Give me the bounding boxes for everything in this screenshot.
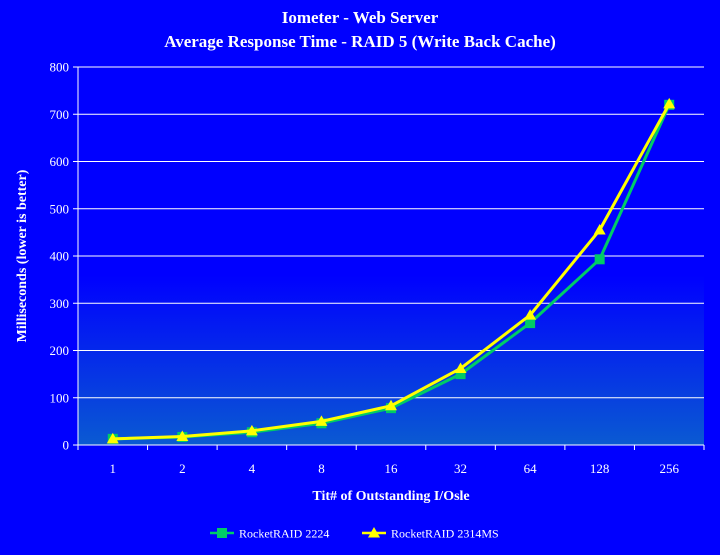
x-tick-label: 16 xyxy=(385,461,399,476)
legend-item: RocketRAID 2314MS xyxy=(362,527,499,541)
data-point xyxy=(663,97,676,109)
y-tick-label: 300 xyxy=(50,296,70,311)
legend-marker xyxy=(368,527,380,538)
x-tick-label: 8 xyxy=(318,461,325,476)
series xyxy=(106,97,676,444)
data-point xyxy=(525,318,536,329)
x-tick-label: 1 xyxy=(110,461,117,476)
data-point xyxy=(385,399,397,411)
y-axis-title: Milliseconds (lower is better) xyxy=(15,169,30,342)
y-tick-label: 200 xyxy=(50,343,70,358)
chart-subtitle: Average Response Time - RAID 5 (Write Ba… xyxy=(164,32,556,51)
data-point xyxy=(594,254,605,265)
y-tick-label: 100 xyxy=(50,390,70,405)
x-tick-label: 32 xyxy=(454,461,467,476)
x-tick-label: 64 xyxy=(524,461,538,476)
data-point xyxy=(524,309,537,320)
legend: RocketRAID 2224 RocketRAID 2314MS xyxy=(210,527,499,541)
x-axis-title: Tit# of Outstanding I/Osle xyxy=(312,489,469,504)
y-tick-label: 800 xyxy=(50,60,70,75)
tick-labels: 0 100 200 300 400 500 600 700 800 1 2 4 8 16 32 64 128 25… xyxy=(50,60,680,477)
y-tick-label: 700 xyxy=(50,107,70,122)
x-tick-label: 256 xyxy=(659,461,679,476)
data-point xyxy=(593,224,606,235)
y-tick-label: 0 xyxy=(63,438,70,453)
legend-label: RocketRAID 2314MS xyxy=(391,527,499,541)
x-tick-label: 128 xyxy=(590,461,610,476)
data-point xyxy=(176,430,189,441)
y-tick-label: 500 xyxy=(50,201,70,216)
grid-lines xyxy=(78,66,704,399)
y-tick-label: 600 xyxy=(50,154,70,169)
legend-label: RocketRAID 2224 xyxy=(239,527,329,541)
data-point xyxy=(245,424,258,436)
y-tick-label: 400 xyxy=(50,249,70,264)
x-tick-label: 4 xyxy=(249,461,256,476)
data-point xyxy=(315,415,328,426)
chart-title: Iometer - Web Server xyxy=(282,8,439,27)
series-2 xyxy=(106,97,676,444)
x-tick-label: 2 xyxy=(179,461,186,476)
legend-marker xyxy=(217,528,227,538)
data-point xyxy=(454,362,467,373)
data-point xyxy=(455,369,466,380)
data-point xyxy=(106,432,119,444)
legend-item: RocketRAID 2224 xyxy=(210,527,329,541)
axes xyxy=(73,66,705,450)
